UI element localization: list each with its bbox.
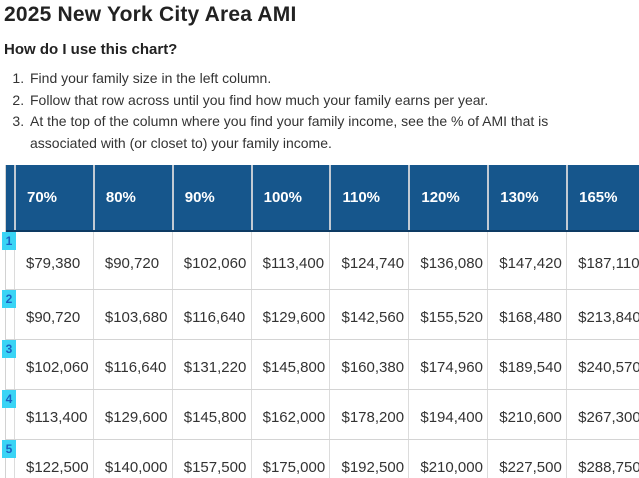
family-size-highlight-badge: 5 <box>2 440 16 458</box>
instructions-list: Find your family size in the left column… <box>8 68 608 155</box>
column-header-100: 100% <box>250 165 330 230</box>
income-cell: $140,000 <box>92 440 172 478</box>
table-header-row: 70% 80% 90% 100% 110% 120% 130% 165% <box>6 165 639 232</box>
column-header-130: 130% <box>487 165 566 230</box>
family-size-column-header <box>6 165 14 230</box>
income-cell: $103,680 <box>92 290 172 339</box>
instruction-step: Follow that row across until you find ho… <box>28 90 608 112</box>
income-cell: $192,500 <box>329 440 408 478</box>
usage-question-heading: How do I use this chart? <box>4 41 178 58</box>
income-cell: $174,960 <box>408 340 487 389</box>
table-row: 2 $90,720 $103,680 $116,640 $129,600 $14… <box>2 290 639 340</box>
family-size-highlight-badge: 3 <box>2 340 16 358</box>
income-cell: $162,000 <box>250 390 330 439</box>
income-cell: $116,640 <box>92 340 172 389</box>
table-row: 5 $122,500 $140,000 $157,500 $175,000 $1… <box>2 440 639 478</box>
income-cell: $157,500 <box>171 440 251 478</box>
income-cell: $145,800 <box>171 390 251 439</box>
income-cell: $136,080 <box>408 232 487 289</box>
family-size-highlight-badge: 4 <box>2 390 16 408</box>
instruction-step: Find your family size in the left column… <box>28 68 608 90</box>
table-row: 3 $102,060 $116,640 $131,220 $145,800 $1… <box>2 340 639 390</box>
income-cell: $145,800 <box>250 340 330 389</box>
income-cell: $122,500 <box>13 440 93 478</box>
income-cell: $129,600 <box>92 390 172 439</box>
income-cell: $102,060 <box>13 340 93 389</box>
income-cell: $210,000 <box>408 440 487 478</box>
income-cell: $129,600 <box>250 290 330 339</box>
income-cell: $155,520 <box>408 290 487 339</box>
income-cell: $168,480 <box>487 290 566 339</box>
column-header-165: 165% <box>566 165 639 230</box>
income-cell: $267,300 <box>566 390 639 439</box>
family-size-highlight-badge: 2 <box>2 290 16 308</box>
income-cell: $79,380 <box>13 232 93 289</box>
income-cell: $147,420 <box>487 232 566 289</box>
income-cell: $90,720 <box>92 232 172 289</box>
family-size-highlight-badge: 1 <box>2 232 16 250</box>
instruction-step: At the top of the column where you find … <box>28 111 608 154</box>
income-cell: $187,110 <box>566 232 639 289</box>
income-cell: $227,500 <box>487 440 566 478</box>
income-cell: $113,400 <box>250 232 330 289</box>
income-cell: $142,560 <box>329 290 408 339</box>
income-cell: $175,000 <box>250 440 330 478</box>
table-row: 1 $79,380 $90,720 $102,060 $113,400 $124… <box>2 232 639 290</box>
income-cell: $131,220 <box>171 340 251 389</box>
column-header-110: 110% <box>329 165 408 230</box>
income-cell: $124,740 <box>329 232 408 289</box>
income-cell: $288,750 <box>566 440 639 478</box>
income-cell: $116,640 <box>171 290 251 339</box>
ami-income-table: 70% 80% 90% 100% 110% 120% 130% 165% 1 $… <box>2 165 639 478</box>
income-cell: $210,600 <box>487 390 566 439</box>
income-cell: $90,720 <box>13 290 93 339</box>
income-cell: $194,400 <box>408 390 487 439</box>
column-header-70: 70% <box>13 165 93 230</box>
column-header-90: 90% <box>171 165 251 230</box>
column-header-120: 120% <box>408 165 487 230</box>
income-cell: $178,200 <box>329 390 408 439</box>
page-title: 2025 New York City Area AMI <box>4 3 297 26</box>
income-cell: $102,060 <box>171 232 251 289</box>
income-cell: $113,400 <box>13 390 93 439</box>
income-cell: $213,840 <box>566 290 639 339</box>
column-header-80: 80% <box>92 165 172 230</box>
table-row: 4 $113,400 $129,600 $145,800 $162,000 $1… <box>2 390 639 440</box>
income-cell: $160,380 <box>329 340 408 389</box>
income-cell: $189,540 <box>487 340 566 389</box>
income-cell: $240,570 <box>566 340 639 389</box>
